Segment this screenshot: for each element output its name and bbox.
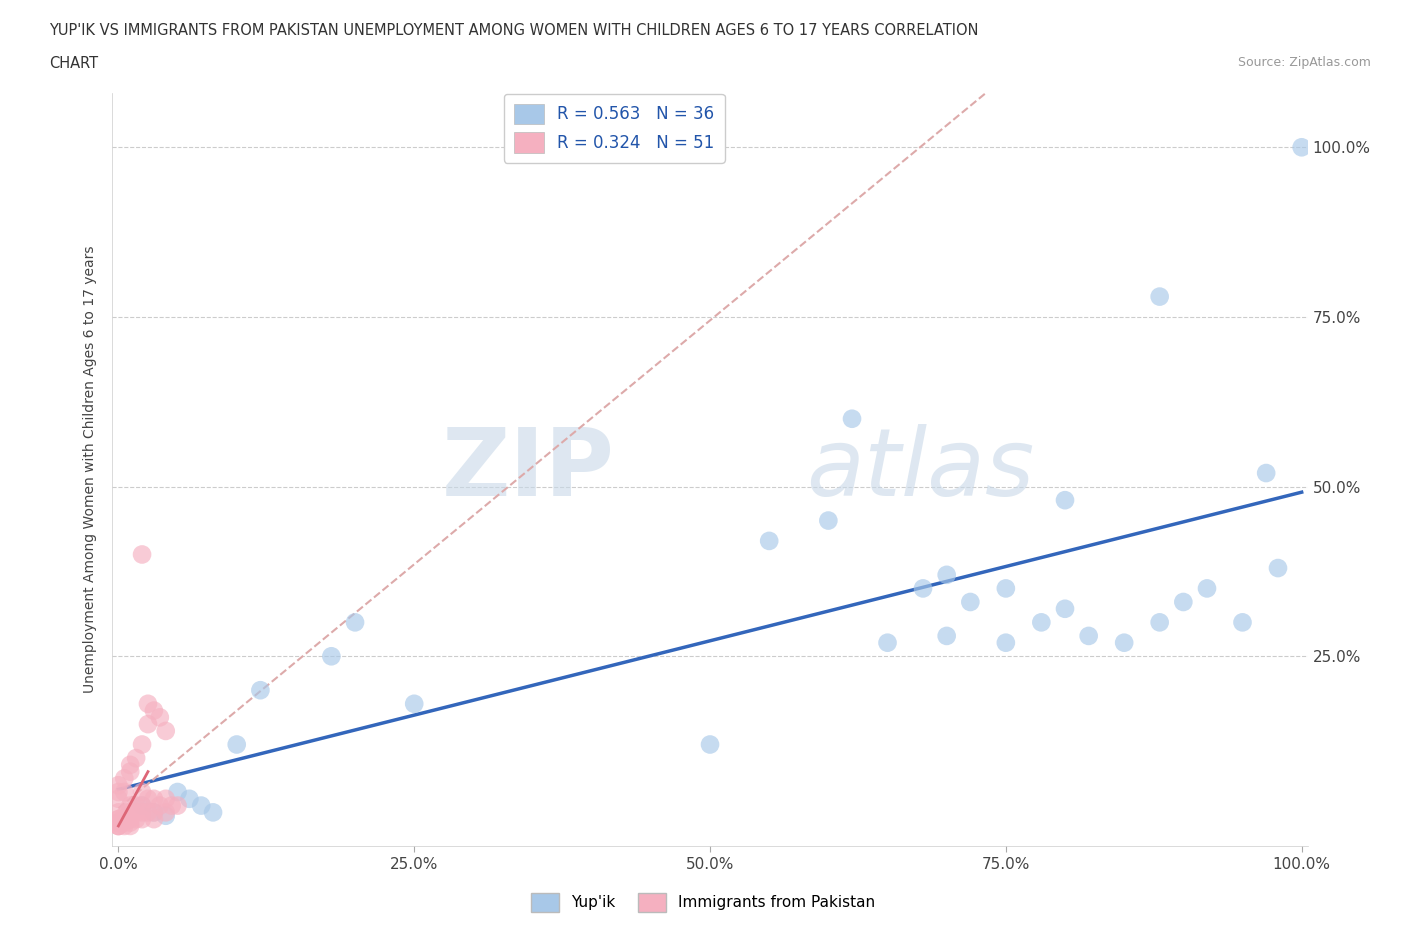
Point <box>112 815 135 830</box>
Point <box>1149 289 1171 304</box>
Point <box>107 818 129 833</box>
Point <box>107 818 129 833</box>
Point <box>817 513 839 528</box>
Point <box>758 534 780 549</box>
Point <box>136 805 159 820</box>
Point <box>120 805 142 820</box>
Point <box>225 737 247 752</box>
Point <box>841 411 863 426</box>
Point <box>149 798 172 813</box>
Point <box>112 771 135 786</box>
Point <box>125 751 148 765</box>
Point <box>142 812 165 827</box>
Text: CHART: CHART <box>49 56 98 71</box>
Point <box>699 737 721 752</box>
Point <box>160 798 183 813</box>
Point <box>959 594 981 609</box>
Point <box>136 791 159 806</box>
Point <box>112 808 135 823</box>
Point <box>1077 629 1099 644</box>
Point <box>136 717 159 732</box>
Point <box>107 785 129 800</box>
Point <box>179 791 201 806</box>
Point <box>1256 466 1278 481</box>
Point <box>107 812 129 827</box>
Point <box>404 697 426 711</box>
Point <box>155 805 177 820</box>
Point <box>149 710 172 724</box>
Point <box>120 764 142 779</box>
Text: atlas: atlas <box>806 424 1033 515</box>
Point <box>120 812 142 827</box>
Point <box>131 737 153 752</box>
Point <box>935 567 957 582</box>
Point <box>1053 493 1076 508</box>
Point <box>142 805 165 820</box>
Text: Source: ZipAtlas.com: Source: ZipAtlas.com <box>1237 56 1371 69</box>
Y-axis label: Unemployment Among Women with Children Ages 6 to 17 years: Unemployment Among Women with Children A… <box>83 246 97 694</box>
Point <box>112 818 135 833</box>
Point <box>321 649 343 664</box>
Point <box>131 547 153 562</box>
Text: YUP'IK VS IMMIGRANTS FROM PAKISTAN UNEMPLOYMENT AMONG WOMEN WITH CHILDREN AGES 6: YUP'IK VS IMMIGRANTS FROM PAKISTAN UNEMP… <box>49 23 979 38</box>
Point <box>131 798 153 813</box>
Point <box>1149 615 1171 630</box>
Point <box>120 757 142 772</box>
Point <box>131 805 153 820</box>
Point <box>155 724 177 738</box>
Point <box>155 791 177 806</box>
Legend: Yup'ik, Immigrants from Pakistan: Yup'ik, Immigrants from Pakistan <box>524 887 882 918</box>
Point <box>994 635 1017 650</box>
Point <box>107 815 129 830</box>
Point <box>112 812 135 827</box>
Point <box>166 785 188 800</box>
Point <box>1114 635 1136 650</box>
Point <box>1267 561 1289 576</box>
Point <box>1031 615 1053 630</box>
Point <box>125 812 148 827</box>
Point <box>190 798 212 813</box>
Point <box>107 777 129 792</box>
Point <box>1232 615 1254 630</box>
Point <box>935 629 957 644</box>
Point <box>911 581 934 596</box>
Point <box>1173 594 1195 609</box>
Point <box>120 798 142 813</box>
Point <box>112 785 135 800</box>
Point <box>142 791 165 806</box>
Point <box>1195 581 1218 596</box>
Point <box>249 683 271 698</box>
Point <box>107 791 129 806</box>
Point <box>1053 602 1076 617</box>
Point <box>107 805 129 820</box>
Point <box>117 812 139 827</box>
Point <box>202 805 225 820</box>
Point <box>117 805 139 820</box>
Text: ZIP: ZIP <box>441 424 614 515</box>
Point <box>142 805 165 820</box>
Point <box>344 615 367 630</box>
Point <box>142 703 165 718</box>
Legend: R = 0.563   N = 36, R = 0.324   N = 51: R = 0.563 N = 36, R = 0.324 N = 51 <box>505 94 724 163</box>
Point <box>131 798 153 813</box>
Point <box>107 818 129 833</box>
Point <box>876 635 898 650</box>
Point <box>107 815 129 830</box>
Point <box>120 818 142 833</box>
Point <box>125 798 148 813</box>
Point <box>155 808 177 823</box>
Point <box>1291 140 1313 154</box>
Point <box>125 805 148 820</box>
Point <box>131 812 153 827</box>
Point <box>136 697 159 711</box>
Point <box>994 581 1017 596</box>
Point <box>131 785 153 800</box>
Point <box>107 812 129 827</box>
Point <box>166 798 188 813</box>
Point <box>120 815 142 830</box>
